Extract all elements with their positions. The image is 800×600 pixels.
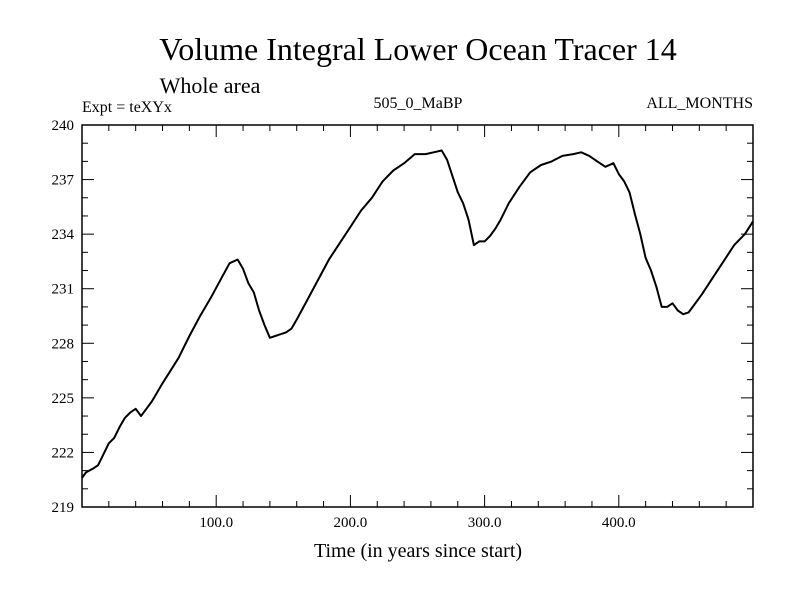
chart-subtitle: Whole area (160, 73, 261, 98)
months-label: ALL_MONTHS (646, 95, 753, 112)
y-tick-label: 240 (52, 118, 75, 134)
y-tick-label: 219 (52, 500, 75, 516)
chart-title: Volume Integral Lower Ocean Tracer 14 (159, 31, 676, 67)
y-tick-label: 237 (52, 173, 75, 189)
y-axis-tick-labels: 219 222 225 228 231 234 237 240 (52, 118, 75, 516)
y-axis-ticks (82, 142, 753, 490)
x-tick-label: 100.0 (199, 515, 233, 531)
plot-frame (81, 124, 754, 508)
y-tick-label: 234 (52, 227, 75, 243)
x-axis-tick-labels: 100.0 200.0 300.0 400.0 (199, 515, 635, 531)
x-axis-label: Time (in years since start) (314, 540, 522, 562)
x-tick-label: 400.0 (602, 515, 636, 531)
experiment-label: Expt = teXYx (82, 99, 172, 116)
x-tick-label: 200.0 (334, 515, 368, 531)
series-line (81, 149, 754, 479)
y-tick-label: 222 (52, 445, 75, 461)
period-label: 505_0_MaBP (374, 95, 463, 112)
y-tick-label: 228 (52, 336, 75, 352)
y-tick-label: 231 (52, 282, 75, 298)
y-tick-label: 225 (52, 391, 75, 407)
x-tick-label: 300.0 (468, 515, 502, 531)
x-axis-ticks (108, 125, 727, 507)
